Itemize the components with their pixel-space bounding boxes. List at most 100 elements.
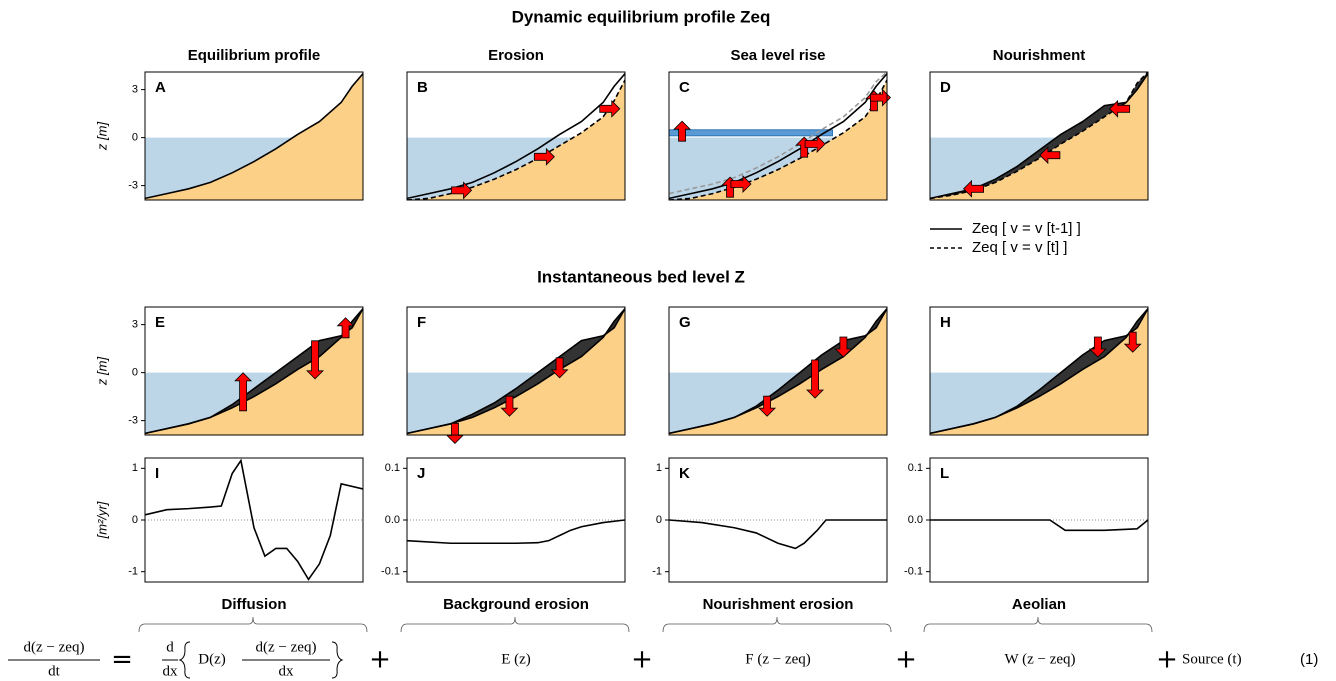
panel-label: J bbox=[417, 465, 425, 482]
term: W (z − zeq) bbox=[1004, 651, 1075, 667]
fraction-denominator: dt bbox=[48, 663, 61, 679]
arrow bbox=[1123, 331, 1142, 353]
term-label: Nourishment erosion bbox=[703, 596, 854, 613]
series-line bbox=[407, 73, 625, 200]
panel-label: F bbox=[417, 314, 426, 331]
fraction-denominator: dx bbox=[163, 663, 179, 679]
y-tick-label: 3 bbox=[132, 84, 138, 96]
y-tick-label: -1 bbox=[128, 566, 138, 578]
plot-area bbox=[669, 72, 887, 200]
plot-area bbox=[930, 519, 1148, 532]
arrow bbox=[673, 120, 692, 142]
y-axis-label: z [m] bbox=[94, 357, 109, 387]
term-label: Background erosion bbox=[443, 596, 589, 613]
series-line bbox=[930, 519, 1148, 532]
curly-open bbox=[178, 641, 191, 679]
panel-label: E bbox=[155, 314, 165, 331]
panel-label: B bbox=[417, 79, 428, 96]
y-tick-label: 1 bbox=[132, 462, 138, 474]
figure-title: Dynamic equilibrium profile Zeq bbox=[512, 7, 771, 26]
series-line bbox=[145, 458, 363, 581]
plot-frame bbox=[668, 71, 888, 201]
y-tick-label: -0.1 bbox=[904, 566, 923, 578]
series-line bbox=[669, 308, 887, 435]
series-line bbox=[930, 308, 1148, 435]
sand bbox=[145, 73, 363, 200]
legend-label: Zeq [ v = v [t] ] bbox=[972, 239, 1067, 256]
plot-area bbox=[930, 72, 1148, 200]
arrow bbox=[963, 179, 984, 198]
arrow bbox=[806, 359, 825, 399]
plot-area bbox=[145, 458, 363, 581]
series-line bbox=[669, 72, 887, 195]
plot-frame bbox=[406, 306, 626, 436]
arrow bbox=[500, 395, 519, 417]
arrow bbox=[758, 395, 777, 417]
brace bbox=[138, 616, 368, 633]
arrow bbox=[533, 147, 555, 166]
plot-frame bbox=[144, 306, 364, 436]
curly-close bbox=[331, 641, 344, 679]
arrow bbox=[599, 99, 621, 118]
y-tick-label: 0 bbox=[656, 514, 662, 526]
section-title: Instantaneous bed level Z bbox=[537, 267, 745, 286]
y-tick-label: -3 bbox=[128, 180, 138, 192]
sand bbox=[930, 308, 1148, 435]
plot-area bbox=[145, 308, 363, 435]
brace bbox=[923, 616, 1153, 633]
panel-label: K bbox=[679, 465, 690, 482]
sand bbox=[407, 308, 625, 435]
plus: + bbox=[1156, 645, 1178, 675]
y-axis-label: z [m] bbox=[94, 122, 109, 152]
series-line bbox=[407, 308, 625, 435]
y-tick-label: 1 bbox=[656, 462, 662, 474]
plus: + bbox=[895, 645, 917, 675]
plot-frame bbox=[144, 71, 364, 201]
y-tick-label: 0.0 bbox=[385, 514, 400, 526]
y-tick-label: -1 bbox=[652, 566, 662, 578]
term-label: Diffusion bbox=[222, 596, 287, 613]
panel-title: Nourishment bbox=[993, 47, 1086, 64]
panel-label: D bbox=[940, 79, 951, 96]
diffusion-coefficient: D(z) bbox=[198, 651, 225, 667]
fraction-numerator: d bbox=[166, 639, 174, 655]
arrow bbox=[306, 340, 325, 380]
arrow bbox=[834, 336, 853, 358]
arrow bbox=[336, 317, 355, 339]
arrow bbox=[1109, 99, 1131, 118]
panel-title: Equilibrium profile bbox=[188, 47, 321, 64]
arrow bbox=[804, 135, 826, 153]
plot-area bbox=[669, 519, 887, 550]
brace bbox=[400, 616, 630, 633]
panel-label: G bbox=[679, 314, 691, 331]
panel-label: I bbox=[155, 465, 159, 482]
brace bbox=[662, 616, 892, 633]
arrow bbox=[234, 372, 253, 412]
fraction-numerator: d(z − zeq) bbox=[24, 639, 85, 655]
y-tick-label: 0 bbox=[132, 514, 138, 526]
panel-label: L bbox=[940, 465, 949, 482]
plot-area bbox=[407, 308, 625, 435]
plot-area bbox=[407, 73, 625, 200]
plot-frame bbox=[929, 306, 1149, 436]
legend-label: Zeq [ v = v [t-1] ] bbox=[972, 220, 1081, 237]
arrow bbox=[1039, 146, 1061, 165]
series-line bbox=[145, 73, 363, 200]
plot-area bbox=[669, 308, 887, 435]
panel-title: Sea level rise bbox=[730, 47, 825, 64]
y-tick-label: -3 bbox=[128, 415, 138, 427]
sand bbox=[407, 80, 625, 200]
y-tick-label: 0.0 bbox=[908, 514, 923, 526]
panel-title: Erosion bbox=[488, 47, 544, 64]
plus: + bbox=[369, 645, 391, 675]
plot-frame bbox=[929, 71, 1149, 201]
panel-label: H bbox=[940, 314, 951, 331]
term-label: Aeolian bbox=[1012, 596, 1066, 613]
sand bbox=[669, 308, 887, 435]
arrow bbox=[870, 88, 892, 107]
equation-number: (1) bbox=[1300, 651, 1318, 668]
plus: + bbox=[631, 645, 653, 675]
equals: = bbox=[111, 645, 133, 675]
arrow bbox=[730, 175, 752, 193]
plot-frame bbox=[668, 306, 888, 436]
